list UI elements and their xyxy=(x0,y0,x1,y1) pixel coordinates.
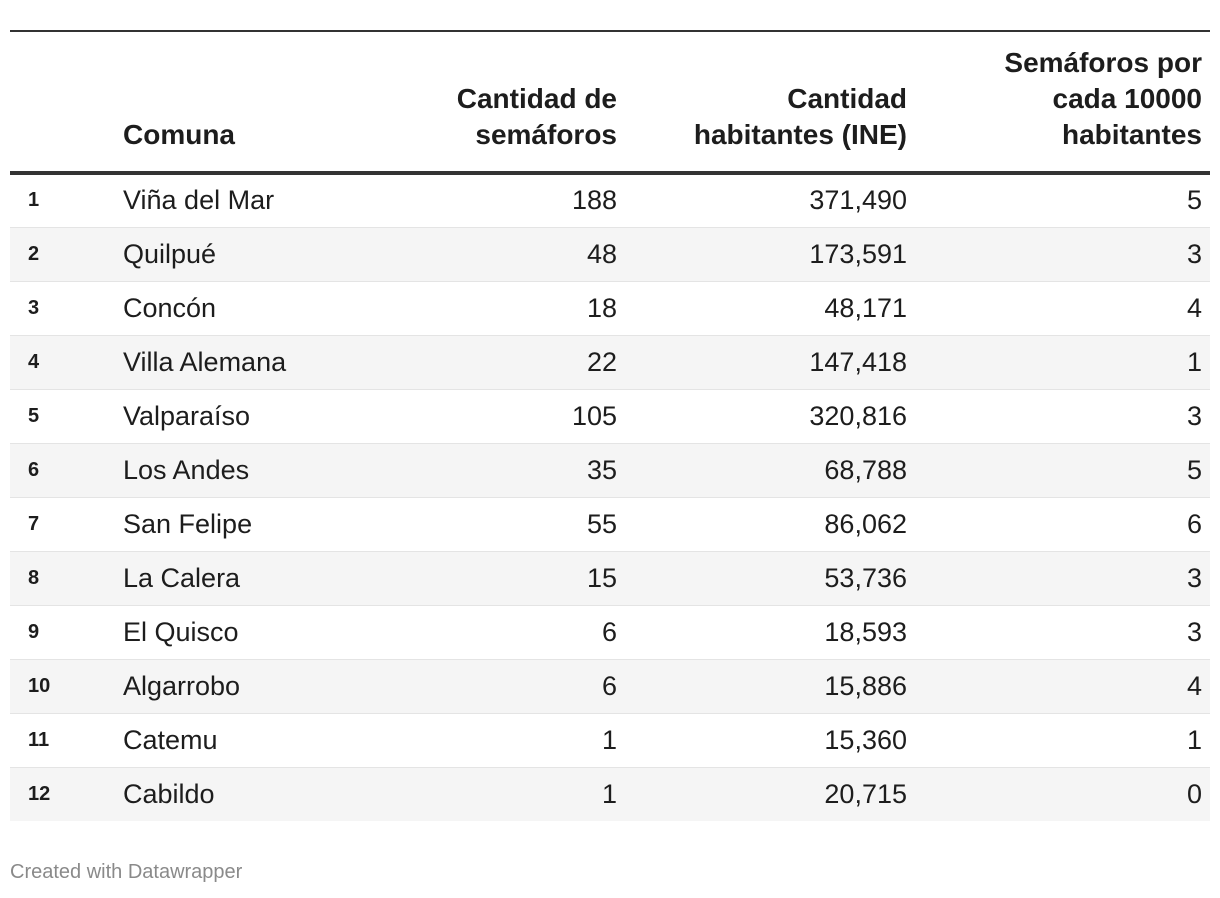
row-habitantes: 15,886 xyxy=(824,670,907,701)
row-semaforos: 18 xyxy=(586,292,617,323)
table-row: 9 El Quisco 6 18,593 3 xyxy=(10,605,1210,659)
header-por-10000[interactable]: Semáforos por cada 10000 habitantes xyxy=(915,30,1210,175)
row-por-10000: 6 xyxy=(1186,508,1202,539)
row-habitantes: 53,736 xyxy=(824,562,907,593)
row-por-10000: 5 xyxy=(1186,454,1202,485)
row-rank: 1 xyxy=(28,189,40,212)
row-rank: 2 xyxy=(28,242,40,265)
row-semaforos: 48 xyxy=(586,238,617,269)
datawrapper-credit[interactable]: Created with Datawrapper xyxy=(10,861,243,883)
row-por-10000: 3 xyxy=(1186,616,1202,647)
row-comuna: Quilpué xyxy=(123,238,217,269)
row-semaforos: 188 xyxy=(571,185,617,216)
row-comuna: Cabildo xyxy=(123,778,215,809)
table-row: 4 Villa Alemana 22 147,418 1 xyxy=(10,335,1210,389)
header-semaforos-line-1: Cantidad de xyxy=(456,83,617,114)
row-semaforos: 6 xyxy=(601,616,617,647)
row-habitantes: 173,591 xyxy=(809,238,907,269)
row-por-10000: 0 xyxy=(1186,778,1202,809)
header-habitantes[interactable]: Cantidad habitantes (INE) xyxy=(625,30,915,175)
row-semaforos: 55 xyxy=(586,508,617,539)
data-table-container: Comuna Cantidad de semáforos Cantidad ha… xyxy=(10,30,1210,821)
row-semaforos: 6 xyxy=(601,670,617,701)
row-semaforos: 35 xyxy=(586,454,617,485)
row-rank: 4 xyxy=(28,350,40,373)
row-rank: 8 xyxy=(28,566,40,589)
data-table: Comuna Cantidad de semáforos Cantidad ha… xyxy=(10,30,1210,821)
row-rank: 11 xyxy=(28,728,50,751)
row-por-10000: 3 xyxy=(1186,562,1202,593)
table-row: 12 Cabildo 1 20,715 0 xyxy=(10,767,1210,821)
table-row: 3 Concón 18 48,171 4 xyxy=(10,281,1210,335)
row-por-10000: 3 xyxy=(1186,400,1202,431)
header-comuna[interactable]: Comuna xyxy=(115,30,390,175)
row-semaforos: 1 xyxy=(601,778,617,809)
header-por-10000-line-2: cada 10000 xyxy=(1052,83,1202,114)
row-comuna: Villa Alemana xyxy=(123,346,287,377)
row-habitantes: 320,816 xyxy=(809,400,907,431)
row-habitantes: 20,715 xyxy=(824,778,907,809)
row-rank: 5 xyxy=(28,404,40,427)
header-habitantes-line-2: habitantes (INE) xyxy=(693,119,907,150)
row-comuna: La Calera xyxy=(123,562,241,593)
row-semaforos: 22 xyxy=(586,346,617,377)
row-habitantes: 18,593 xyxy=(824,616,907,647)
table-row: 11 Catemu 1 15,360 1 xyxy=(10,713,1210,767)
header-semaforos[interactable]: Cantidad de semáforos xyxy=(390,30,625,175)
row-rank: 9 xyxy=(28,620,40,643)
header-semaforos-line-2: semáforos xyxy=(475,119,617,150)
table-header-row: Comuna Cantidad de semáforos Cantidad ha… xyxy=(10,30,1210,175)
row-comuna: San Felipe xyxy=(123,508,253,539)
row-por-10000: 1 xyxy=(1186,724,1202,755)
row-comuna: Los Andes xyxy=(123,454,250,485)
row-comuna: Catemu xyxy=(123,724,218,755)
table-row: 10 Algarrobo 6 15,886 4 xyxy=(10,659,1210,713)
row-rank: 6 xyxy=(28,458,40,481)
row-comuna: Concón xyxy=(123,292,217,323)
row-habitantes: 371,490 xyxy=(809,185,907,216)
row-semaforos: 1 xyxy=(601,724,617,755)
row-semaforos: 105 xyxy=(571,400,617,431)
row-por-10000: 4 xyxy=(1186,670,1202,701)
row-por-10000: 3 xyxy=(1186,238,1202,269)
row-rank: 10 xyxy=(28,674,51,697)
row-semaforos: 15 xyxy=(586,562,617,593)
table-row: 6 Los Andes 35 68,788 5 xyxy=(10,443,1210,497)
row-por-10000: 1 xyxy=(1186,346,1202,377)
table-row: 5 Valparaíso 105 320,816 3 xyxy=(10,389,1210,443)
row-habitantes: 15,360 xyxy=(824,724,907,755)
row-comuna: Algarrobo xyxy=(123,670,241,701)
row-por-10000: 5 xyxy=(1186,185,1202,216)
row-comuna: Valparaíso xyxy=(123,400,251,431)
table-row: 1 Viña del Mar 188 371,490 5 xyxy=(10,173,1210,227)
row-rank: 12 xyxy=(28,782,51,805)
header-rank[interactable] xyxy=(10,30,115,175)
table-row: 2 Quilpué 48 173,591 3 xyxy=(10,227,1210,281)
row-por-10000: 4 xyxy=(1186,292,1202,323)
row-comuna: Viña del Mar xyxy=(123,185,275,216)
row-rank: 7 xyxy=(28,512,40,535)
row-habitantes: 86,062 xyxy=(824,508,907,539)
table-row: 8 La Calera 15 53,736 3 xyxy=(10,551,1210,605)
row-comuna: El Quisco xyxy=(123,616,239,647)
header-habitantes-line-1: Cantidad xyxy=(787,83,907,114)
row-habitantes: 68,788 xyxy=(824,454,907,485)
header-por-10000-line-3: habitantes xyxy=(1061,119,1202,150)
table-row: 7 San Felipe 55 86,062 6 xyxy=(10,497,1210,551)
row-habitantes: 147,418 xyxy=(809,346,907,377)
row-rank: 3 xyxy=(28,296,40,319)
row-habitantes: 48,171 xyxy=(824,292,907,323)
header-por-10000-line-1: Semáforos por xyxy=(1004,47,1202,78)
